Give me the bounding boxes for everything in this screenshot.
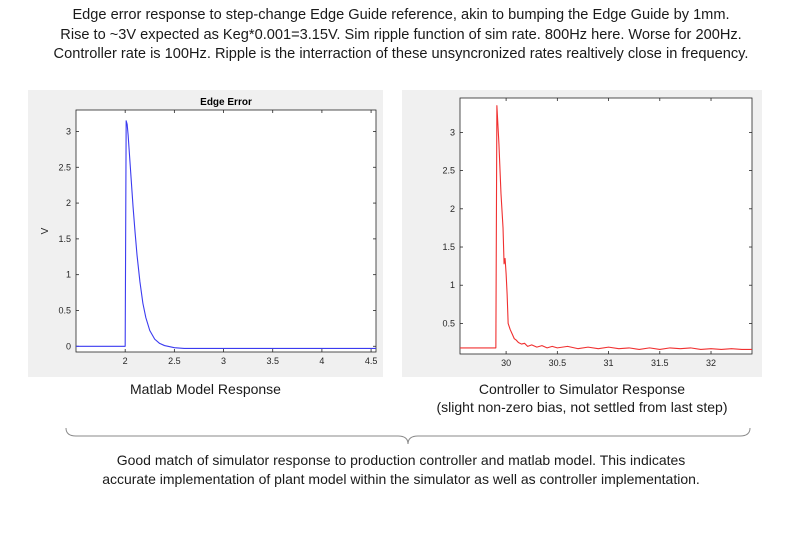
right-chart-ytick-label: 2.5 [442, 166, 455, 176]
header-line-2: Rise to ~3V expected as Keg*0.001=3.15V.… [60, 26, 742, 43]
right-chart-ytick-label: 0.5 [442, 318, 455, 328]
left-chart-title: Edge Error [200, 97, 252, 108]
right-chart-ytick-label: 3 [450, 127, 455, 137]
left-chart-xtick-label: 3.5 [266, 356, 279, 366]
right-chart: 30 30.5 31 31.5 32 0.5 1 1.5 2 2.5 3 [442, 97, 753, 368]
left-caption: Matlab Model Response [28, 380, 383, 398]
right-chart-ytick-label: 1.5 [442, 242, 455, 252]
right-chart-xtick-label: 30.5 [549, 358, 567, 368]
right-caption: Controller to Simulator Response (slight… [402, 380, 762, 416]
footer-line-2: accurate implementation of plant model w… [102, 471, 700, 487]
left-chart-ytick-label: 3 [66, 126, 71, 136]
left-chart-ylabel: V [40, 227, 51, 234]
footer-text: Good match of simulator response to prod… [0, 451, 802, 489]
right-chart-axes-box [459, 97, 753, 355]
left-chart-xtick-label: 2.5 [168, 356, 181, 366]
right-chart-xtick-label: 32 [706, 358, 716, 368]
right-chart-xtick-label: 31 [604, 358, 614, 368]
right-chart-ytick-label: 2 [450, 204, 455, 214]
right-chart-xtick-label: 31.5 [651, 358, 669, 368]
right-figure-panel: 30 30.5 31 31.5 32 0.5 1 1.5 2 2.5 3 [402, 90, 762, 377]
left-chart-ytick-label: 0 [66, 341, 71, 351]
left-caption-line: Matlab Model Response [130, 381, 281, 397]
left-chart-xtick-label: 4.5 [365, 356, 378, 366]
footer-line-1: Good match of simulator response to prod… [116, 452, 686, 468]
left-chart-series-line-0 [76, 120, 376, 349]
right-chart-xtick-label: 30 [501, 358, 511, 368]
left-chart-ytick-label: 1 [66, 270, 71, 280]
right-chart-series-line-0 [460, 105, 752, 350]
grouping-brace [65, 427, 751, 445]
left-figure-panel: 2 2.5 3 3.5 4 4.5 0 0.5 1 1.5 2 2.5 3 Edge Error V [28, 90, 383, 377]
left-chart-xtick-label: 2 [123, 356, 128, 366]
header-line-1: Edge error response to step-change Edge … [72, 7, 730, 23]
left-chart-ytick-label: 2 [66, 198, 71, 208]
right-caption-line-1: Controller to Simulator Response [478, 381, 686, 397]
left-chart-ytick-label: 0.5 [58, 305, 71, 315]
left-chart-ytick-label: 2.5 [58, 162, 71, 172]
left-chart-xtick-label: 3 [221, 356, 226, 366]
header-line-3: Controller rate is 100Hz. Ripple is the … [53, 46, 749, 62]
left-chart-xtick-label: 4 [319, 356, 324, 366]
right-caption-line-2: (slight non-zero bias, not settled from … [436, 399, 728, 415]
left-chart-axes-box [75, 109, 377, 353]
left-chart: 2 2.5 3 3.5 4 4.5 0 0.5 1 1.5 2 2.5 3 Edge Error V [40, 97, 378, 366]
right-chart-ytick-label: 1 [450, 280, 455, 290]
left-chart-ytick-label: 1.5 [58, 234, 71, 244]
header-text: Edge error response to step-change Edge … [0, 6, 802, 65]
